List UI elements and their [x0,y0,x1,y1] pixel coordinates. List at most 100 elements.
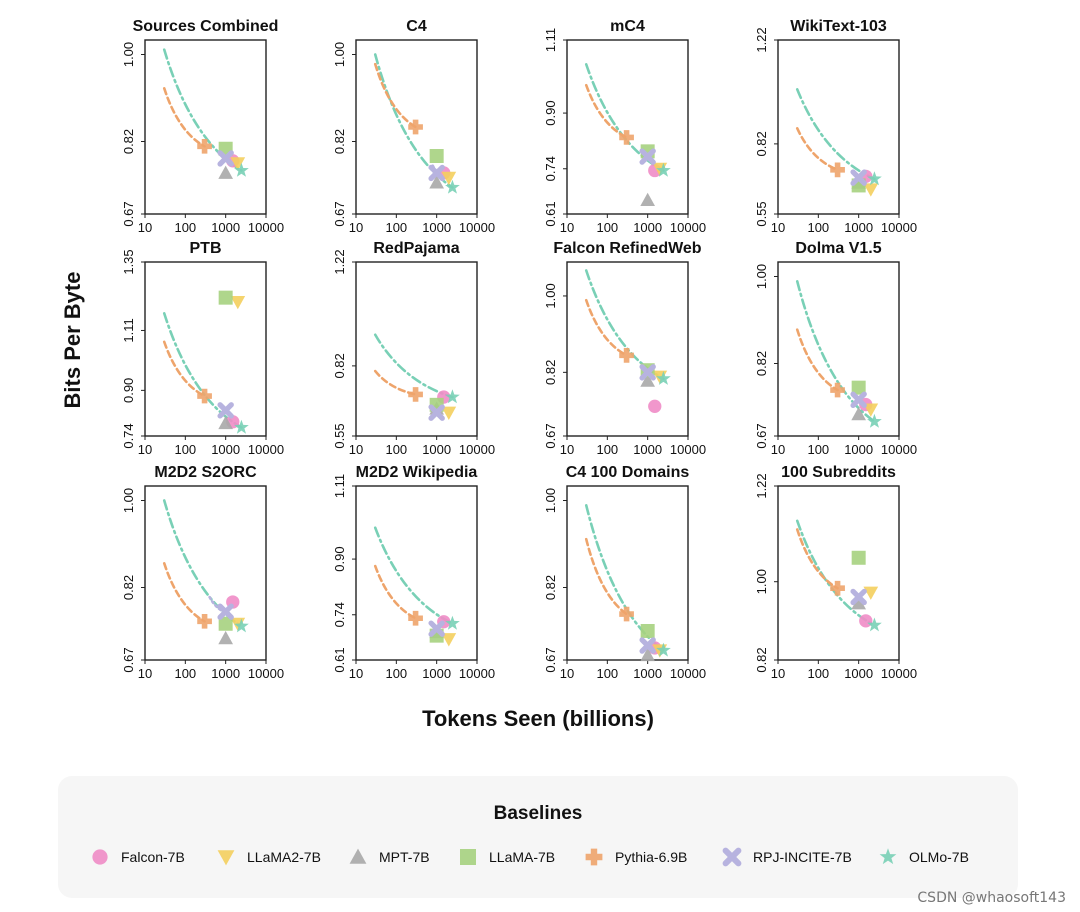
x-tick-label: 10000 [881,442,917,457]
y-tick-label: 1.00 [754,264,769,289]
point-llama2-7b [863,586,879,600]
y-tick-label: 0.74 [543,156,558,181]
panel-title: M2D2 Wikipedia [356,464,478,481]
panel-sources-combined: Sources Combined 10 100 1000 10000 0.67 0.82 1.… [121,18,284,235]
pythia-trend-line [795,126,839,172]
point-pythia-6-9b [197,138,212,154]
y-tick-label: 0.55 [332,423,347,448]
point-olmo-7b [234,618,249,633]
legend: Baselines Falcon-7B LLaMA2-7B MPT-7B LLaMA-7… [92,803,969,867]
legend-label: Falcon-7B [121,849,185,865]
point-mpt-7b [429,175,445,189]
point-llama2-7b [441,406,457,420]
x-tick-label: 1000 [844,220,873,235]
panel-title: C4 100 Domains [566,464,690,481]
y-tick-label: 0.90 [121,378,136,403]
panel-frame [566,39,689,215]
panel-title: mC4 [610,18,645,35]
point-olmo-7b [867,413,882,428]
point-pythia-6-9b [619,130,634,145]
x-axis-label: Tokens Seen (billions) [422,706,654,731]
x-tick-label: 10000 [459,666,495,681]
legend-marker [92,849,108,865]
panel-title: RedPajama [373,240,459,257]
pythia-trend-line [162,87,206,148]
legend-panel: Baselines Falcon-7B LLaMA2-7B MPT-7B LLaMA-7… [58,776,1018,898]
pythia-trend-line [373,564,417,620]
point-llama-7b [429,149,444,163]
point-rpj-incite-7b [639,637,656,654]
point-rpj-incite-7b [428,620,445,637]
point-pythia-6-9b [619,606,634,622]
y-tick-label: 1.35 [121,249,136,274]
pythia-trend-line [795,328,839,392]
point-llama-7b [218,616,233,631]
x-tick-label: 10 [349,220,363,235]
panel-frame [355,485,478,661]
x-tick-label: 10 [349,666,363,681]
legend-item-falcon-7b: Falcon-7B [92,849,185,865]
x-tick-label: 10000 [670,220,706,235]
x-tick-label: 10 [771,442,785,457]
y-tick-label: 0.67 [121,201,136,226]
x-tick-label: 100 [174,442,196,457]
y-tick-label: 0.82 [121,575,136,600]
point-olmo-7b [867,171,882,186]
panel-frame [777,485,900,661]
x-tick-label: 100 [807,666,829,681]
point-mpt-7b [851,596,867,610]
point-olmo-7b [656,642,671,657]
panel-dolma-v1-5: Dolma V1.5 10 100 1000 10000 0.67 0.82 1.00 [754,240,917,457]
legend-label: Pythia-6.9B [615,849,687,865]
legend-title: Baselines [494,803,583,824]
y-tick-label: 0.74 [121,423,136,448]
x-tick-label: 1000 [844,666,873,681]
y-tick-label: 1.22 [754,473,769,498]
y-tick-label: 1.00 [543,488,558,513]
panel-m2d2-wikipedia: M2D2 Wikipedia 10 100 1000 10000 0.61 0.74 0.90… [332,464,495,681]
x-tick-label: 10000 [248,442,284,457]
panel-falcon-refinedweb: Falcon RefinedWeb 10 100 1000 10000 0.67 0.82 1… [543,240,706,457]
point-olmo-7b [234,162,249,177]
point-rpj-incite-7b [850,391,867,408]
legend-item-rpj-incite-7b: RPJ-INCITE-7B [722,847,852,867]
point-mpt-7b [851,406,867,421]
x-tick-label: 100 [807,442,829,457]
x-tick-label: 100 [807,220,829,235]
olmo-trend-line [373,526,454,625]
panel-100-subreddits: 100 Subreddits 10 100 1000 10000 0.82 1.00 1.22 [754,464,917,681]
x-tick-label: 10000 [459,220,495,235]
point-rpj-incite-7b [850,588,867,606]
legend-label: LLaMA-7B [489,849,555,865]
x-tick-label: 100 [385,666,407,681]
x-tick-label: 100 [385,220,407,235]
point-llama2-7b [230,295,246,310]
legend-item-mpt-7b: MPT-7B [349,848,430,865]
y-tick-label: 1.00 [754,569,769,594]
y-tick-label: 0.61 [332,647,347,672]
point-mpt-7b [640,192,656,207]
point-mpt-7b [640,647,656,662]
point-llama-7b [218,290,233,305]
x-tick-label: 10 [349,442,363,457]
panel-mc4: mC4 10 100 1000 10000 0.61 0.74 0.90 1.11 [543,18,706,235]
pythia-trend-line [373,62,417,129]
y-tick-label: 0.67 [543,423,558,448]
x-tick-label: 1000 [633,442,662,457]
y-tick-label: 1.22 [754,27,769,52]
y-tick-label: 0.90 [332,546,347,571]
x-tick-label: 10 [560,220,574,235]
point-mpt-7b [218,630,234,645]
point-pythia-6-9b [408,387,423,402]
x-tick-label: 1000 [211,220,240,235]
y-tick-label: 0.67 [332,201,347,226]
panel-title: Dolma V1.5 [795,240,881,257]
legend-item-pythia-6-9b: Pythia-6.9B [585,848,687,866]
point-rpj-incite-7b [217,150,234,167]
point-pythia-6-9b [619,348,634,363]
point-llama2-7b [441,633,457,647]
y-axis-label: Bits Per Byte [60,272,85,409]
point-mpt-7b [218,165,234,179]
legend-label: LLaMA2-7B [247,849,321,865]
x-tick-label: 100 [596,442,618,457]
